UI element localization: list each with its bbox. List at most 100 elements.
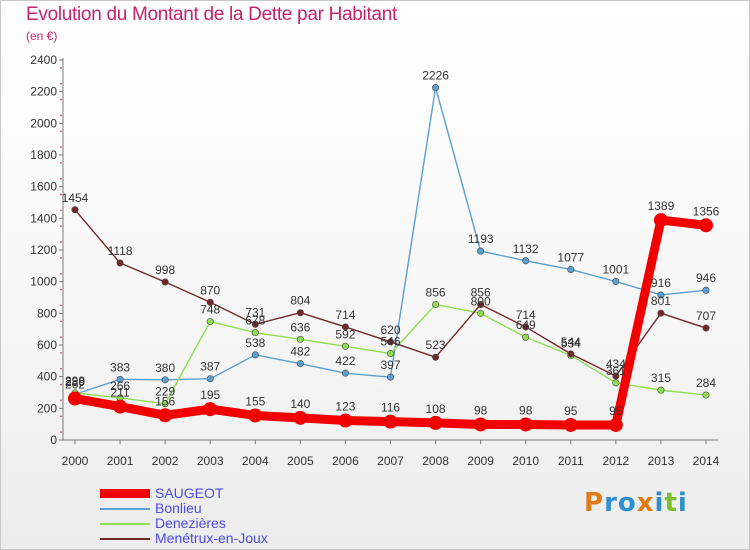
data-label: 2226 (422, 69, 449, 83)
data-label: 155 (245, 394, 265, 408)
legend-swatch (100, 507, 150, 510)
x-tick-label: 2002 (152, 454, 179, 468)
y-minor-tick (60, 257, 62, 259)
data-label: 95 (609, 404, 623, 418)
data-label: 801 (651, 294, 671, 308)
x-tick-label: 2013 (648, 454, 675, 468)
data-point (386, 350, 394, 358)
y-tick-label: 1200 (30, 243, 57, 257)
data-point (386, 373, 394, 381)
data-label: 546 (380, 335, 400, 349)
data-point (71, 206, 79, 214)
y-tick-label: 200 (37, 401, 57, 415)
data-label: 649 (516, 318, 536, 332)
data-point (206, 298, 214, 306)
data-point (477, 309, 485, 317)
data-point (473, 417, 488, 432)
legend-label: Bonlieu (155, 500, 202, 516)
y-minor-tick (60, 67, 62, 69)
data-label: 211 (111, 386, 130, 400)
data-point (432, 300, 440, 308)
x-tick-label: 2008 (422, 454, 449, 468)
y-minor-tick (60, 98, 62, 101)
data-point (432, 353, 440, 361)
y-minor-tick (60, 431, 62, 433)
data-point (612, 278, 620, 286)
data-label: 156 (155, 394, 175, 408)
data-label: 195 (200, 388, 220, 402)
data-label: 1132 (513, 242, 539, 256)
y-tick-label: 1800 (30, 148, 57, 162)
data-label: 538 (245, 336, 265, 350)
data-label: 523 (426, 338, 446, 352)
legend-label: Denezières (155, 515, 226, 531)
data-point (428, 415, 443, 430)
y-minor-tick (60, 320, 62, 323)
y-tick-label: 1000 (30, 275, 57, 289)
data-point (563, 417, 578, 432)
data-label: 266 (110, 379, 130, 393)
data-point (522, 323, 530, 331)
data-label: 870 (200, 283, 220, 297)
chart-subtitle: (en €) (26, 29, 58, 43)
chart-title: Evolution du Montant de la Dette par Hab… (26, 4, 397, 25)
logo-letter: i (654, 488, 665, 518)
x-tick-label: 2004 (242, 454, 269, 468)
data-label: 123 (335, 400, 355, 414)
y-minor-tick (60, 130, 62, 133)
data-label: 998 (155, 263, 175, 277)
data-point (161, 376, 169, 384)
y-minor-tick (60, 352, 62, 354)
data-label: 748 (200, 303, 220, 317)
data-point (383, 414, 398, 429)
x-tick-label: 2012 (603, 454, 630, 468)
logo-letter: o (617, 488, 637, 518)
data-point (653, 213, 668, 228)
x-tick-label: 2010 (512, 454, 539, 468)
y-minor-tick (60, 82, 62, 85)
legend-label: SAUGEOT (155, 485, 224, 501)
data-point (116, 259, 124, 267)
data-point (657, 291, 665, 299)
y-minor-tick (60, 193, 62, 196)
data-label: 98 (519, 403, 533, 417)
data-point (116, 375, 124, 383)
logo-letter: t (664, 488, 678, 518)
data-point (702, 324, 710, 332)
y-tick-label: 2200 (30, 85, 57, 99)
y-minor-tick (60, 177, 62, 180)
x-tick-label: 2003 (197, 454, 224, 468)
data-label: 1454 (62, 191, 89, 205)
data-label: 804 (290, 294, 310, 308)
logo-letter: x (636, 488, 655, 518)
data-point (612, 379, 620, 387)
data-point (612, 372, 620, 380)
x-tick-label: 2014 (693, 454, 720, 468)
data-point (206, 375, 214, 383)
data-point (296, 360, 304, 368)
proxiti-logo: Proxiti (584, 488, 688, 518)
data-label: 1193 (468, 232, 494, 246)
data-label: 544 (561, 335, 581, 349)
data-label: 1001 (603, 263, 630, 277)
logo-letter: i (677, 488, 688, 518)
data-label: 714 (335, 308, 355, 322)
data-point (251, 351, 259, 359)
data-label: 95 (564, 404, 578, 418)
data-label: 482 (290, 345, 310, 359)
y-minor-tick (60, 399, 62, 402)
data-point (251, 329, 259, 337)
data-point (203, 402, 218, 417)
y-tick-label: 1400 (30, 211, 57, 225)
y-minor-tick (60, 146, 62, 148)
x-tick-label: 2009 (467, 454, 494, 468)
data-point (432, 84, 440, 92)
y-tick-label: 0 (50, 433, 57, 447)
data-label: 229 (155, 385, 175, 399)
data-label: 140 (290, 397, 310, 411)
data-point (657, 386, 665, 394)
data-point (522, 333, 530, 341)
data-point (702, 391, 710, 399)
